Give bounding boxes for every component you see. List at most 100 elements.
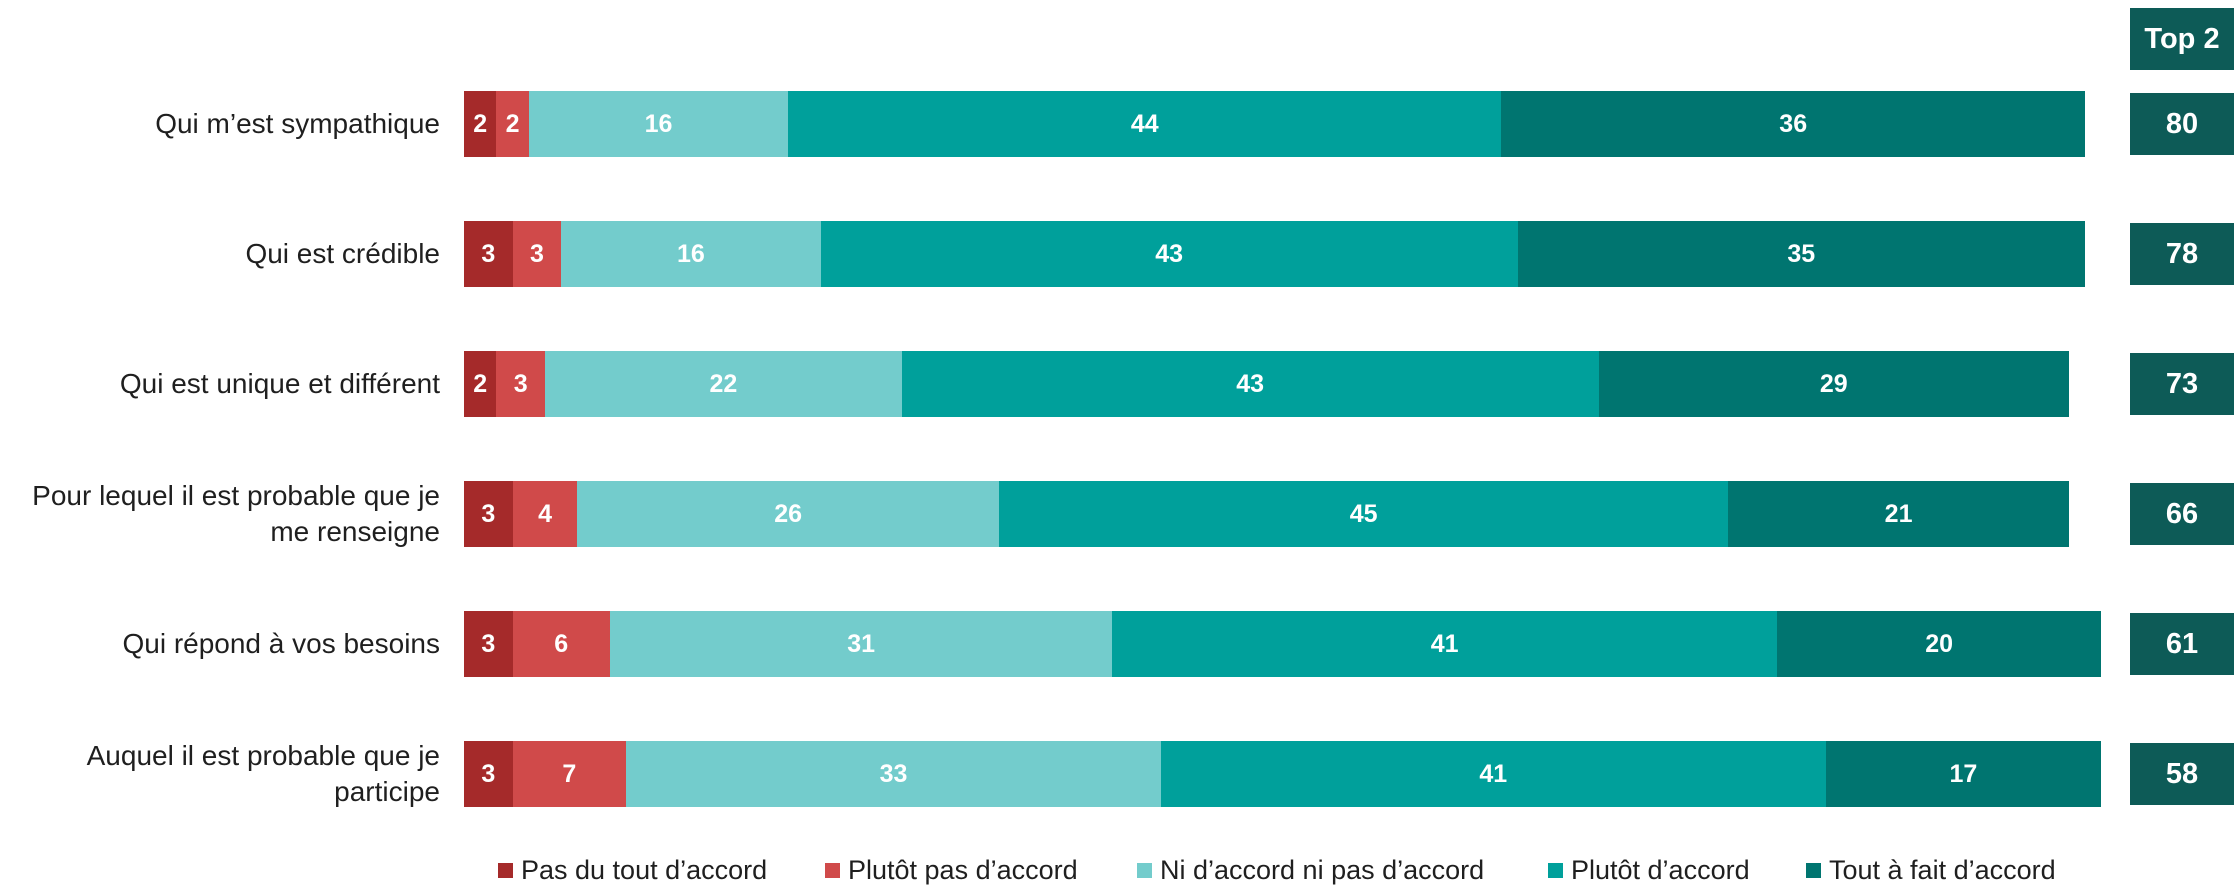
top2-value: 58 xyxy=(2130,743,2234,805)
bar-row: 3 4 26 45 21 xyxy=(464,481,2085,547)
row-label-line: Qui m’est sympathique xyxy=(155,108,440,139)
bar-segment: 43 xyxy=(820,221,1518,287)
bar-row: 3 7 33 41 17 xyxy=(464,741,2102,807)
top2-value: 80 xyxy=(2130,93,2234,155)
legend-swatch xyxy=(498,862,513,878)
legend-label: Pas du tout d’accord xyxy=(521,854,768,885)
data-label: 45 xyxy=(1349,499,1378,528)
data-label: 6 xyxy=(554,629,569,658)
data-label: 41 xyxy=(1430,629,1459,658)
row-label-line: participe xyxy=(334,776,440,807)
bar-segment: 17 xyxy=(1825,741,2102,807)
data-label: 3 xyxy=(481,499,496,528)
data-label: 2 xyxy=(473,369,488,398)
bar-segment: 44 xyxy=(788,91,1502,157)
bar-segment: 16 xyxy=(561,221,821,287)
data-label: 4 xyxy=(538,499,552,528)
legend-label: Plutôt d’accord xyxy=(1571,854,1750,885)
bar-segment: 20 xyxy=(1777,611,2102,677)
bar-segment: 4 xyxy=(512,481,578,547)
row-label: Qui répond à vos besoins xyxy=(10,626,440,662)
row-label-line: me renseigne xyxy=(270,516,440,547)
bar-segment: 45 xyxy=(998,481,1729,547)
bar-segment: 3 xyxy=(464,741,513,807)
row-label: Qui est crédible xyxy=(10,236,440,272)
row-label-line: Auquel il est probable que je xyxy=(86,740,440,771)
legend-item: Ni d’accord ni pas d’accord xyxy=(1137,852,1484,888)
legend-item: Tout à fait d’accord xyxy=(1806,852,2056,888)
bar-segment: 6 xyxy=(512,611,610,677)
data-label: 29 xyxy=(1819,369,1848,398)
data-label: 41 xyxy=(1479,759,1508,788)
bar-segment: 36 xyxy=(1501,91,2085,157)
legend-item: Plutôt d’accord xyxy=(1548,852,1750,888)
legend-item: Pas du tout d’accord xyxy=(498,852,767,888)
legend-swatch xyxy=(1137,862,1152,878)
row-label-line: Qui est crédible xyxy=(245,238,440,269)
data-label: 21 xyxy=(1884,499,1913,528)
bar-segment: 31 xyxy=(609,611,1113,677)
data-label: 2 xyxy=(473,109,488,138)
data-label: 33 xyxy=(879,759,908,788)
data-label: 36 xyxy=(1779,109,1808,138)
bar-row: 3 3 16 43 35 xyxy=(464,221,2085,287)
row-label-line: Qui répond à vos besoins xyxy=(122,628,440,659)
data-label: 3 xyxy=(529,239,544,268)
legend-label: Plutôt pas d’accord xyxy=(848,854,1078,885)
bar-segment: 41 xyxy=(1112,611,1777,677)
bar-segment: 35 xyxy=(1517,221,2085,287)
data-label: 7 xyxy=(562,759,577,788)
bar-segment: 3 xyxy=(464,221,513,287)
bar-segment: 16 xyxy=(528,91,789,157)
data-label: 3 xyxy=(481,629,496,658)
data-label: 16 xyxy=(677,239,705,268)
bar-segment: 2 xyxy=(464,351,497,417)
legend-swatch xyxy=(1548,862,1563,878)
top2-value: 78 xyxy=(2130,223,2234,285)
data-label: 22 xyxy=(709,369,738,398)
bar-segment: 33 xyxy=(626,741,1162,807)
bar-segment: 26 xyxy=(577,481,999,547)
row-label-line: Qui est unique et différent xyxy=(119,368,440,399)
data-label: 2 xyxy=(505,109,520,138)
data-label: 16 xyxy=(644,109,673,138)
row-label: Pour lequel il est probable que je me ren… xyxy=(10,478,440,550)
data-label: 20 xyxy=(1925,629,1953,658)
top2-value: 61 xyxy=(2130,613,2234,675)
bar-segment: 3 xyxy=(512,221,562,287)
bar-segment: 2 xyxy=(496,91,529,157)
row-label: Qui m’est sympathique xyxy=(10,106,440,142)
legend-item: Plutôt pas d’accord xyxy=(825,852,1078,888)
legend-swatch xyxy=(825,862,840,878)
row-label-line: Pour lequel il est probable que je xyxy=(32,480,440,511)
data-label: 3 xyxy=(481,239,496,268)
legend-swatch xyxy=(1806,862,1821,878)
data-label: 3 xyxy=(513,369,528,398)
data-label: 17 xyxy=(1949,759,1978,788)
bar-segment: 3 xyxy=(464,481,513,547)
bar-segment: 2 xyxy=(464,91,497,157)
bar-row: 2 3 22 43 29 xyxy=(464,351,2085,417)
data-label: 35 xyxy=(1787,239,1816,268)
row-label: Qui est unique et différent xyxy=(10,366,440,402)
top2-header: Top 2 xyxy=(2130,8,2234,70)
data-label: 43 xyxy=(1236,369,1265,398)
top2-value: 73 xyxy=(2130,353,2234,415)
data-label: 3 xyxy=(481,759,496,788)
data-label: 44 xyxy=(1130,109,1159,138)
bar-segment: 29 xyxy=(1598,351,2069,417)
bar-row: 3 6 31 41 20 xyxy=(464,611,2102,677)
bar-segment: 22 xyxy=(545,351,902,417)
bar-segment: 43 xyxy=(901,351,1599,417)
row-label: Auquel il est probable que je participe xyxy=(10,738,440,810)
bar-segment: 7 xyxy=(512,741,627,807)
top2-value: 66 xyxy=(2130,483,2234,545)
data-label: 26 xyxy=(774,499,803,528)
chart-legend: Pas du tout d’accord Plutôt pas d’accord N… xyxy=(0,852,2238,888)
data-label: 31 xyxy=(847,629,876,658)
bar-segment: 41 xyxy=(1161,741,1826,807)
legend-label: Ni d’accord ni pas d’accord xyxy=(1160,854,1485,885)
legend-label: Tout à fait d’accord xyxy=(1829,854,2056,885)
bar-segment: 3 xyxy=(464,611,513,677)
